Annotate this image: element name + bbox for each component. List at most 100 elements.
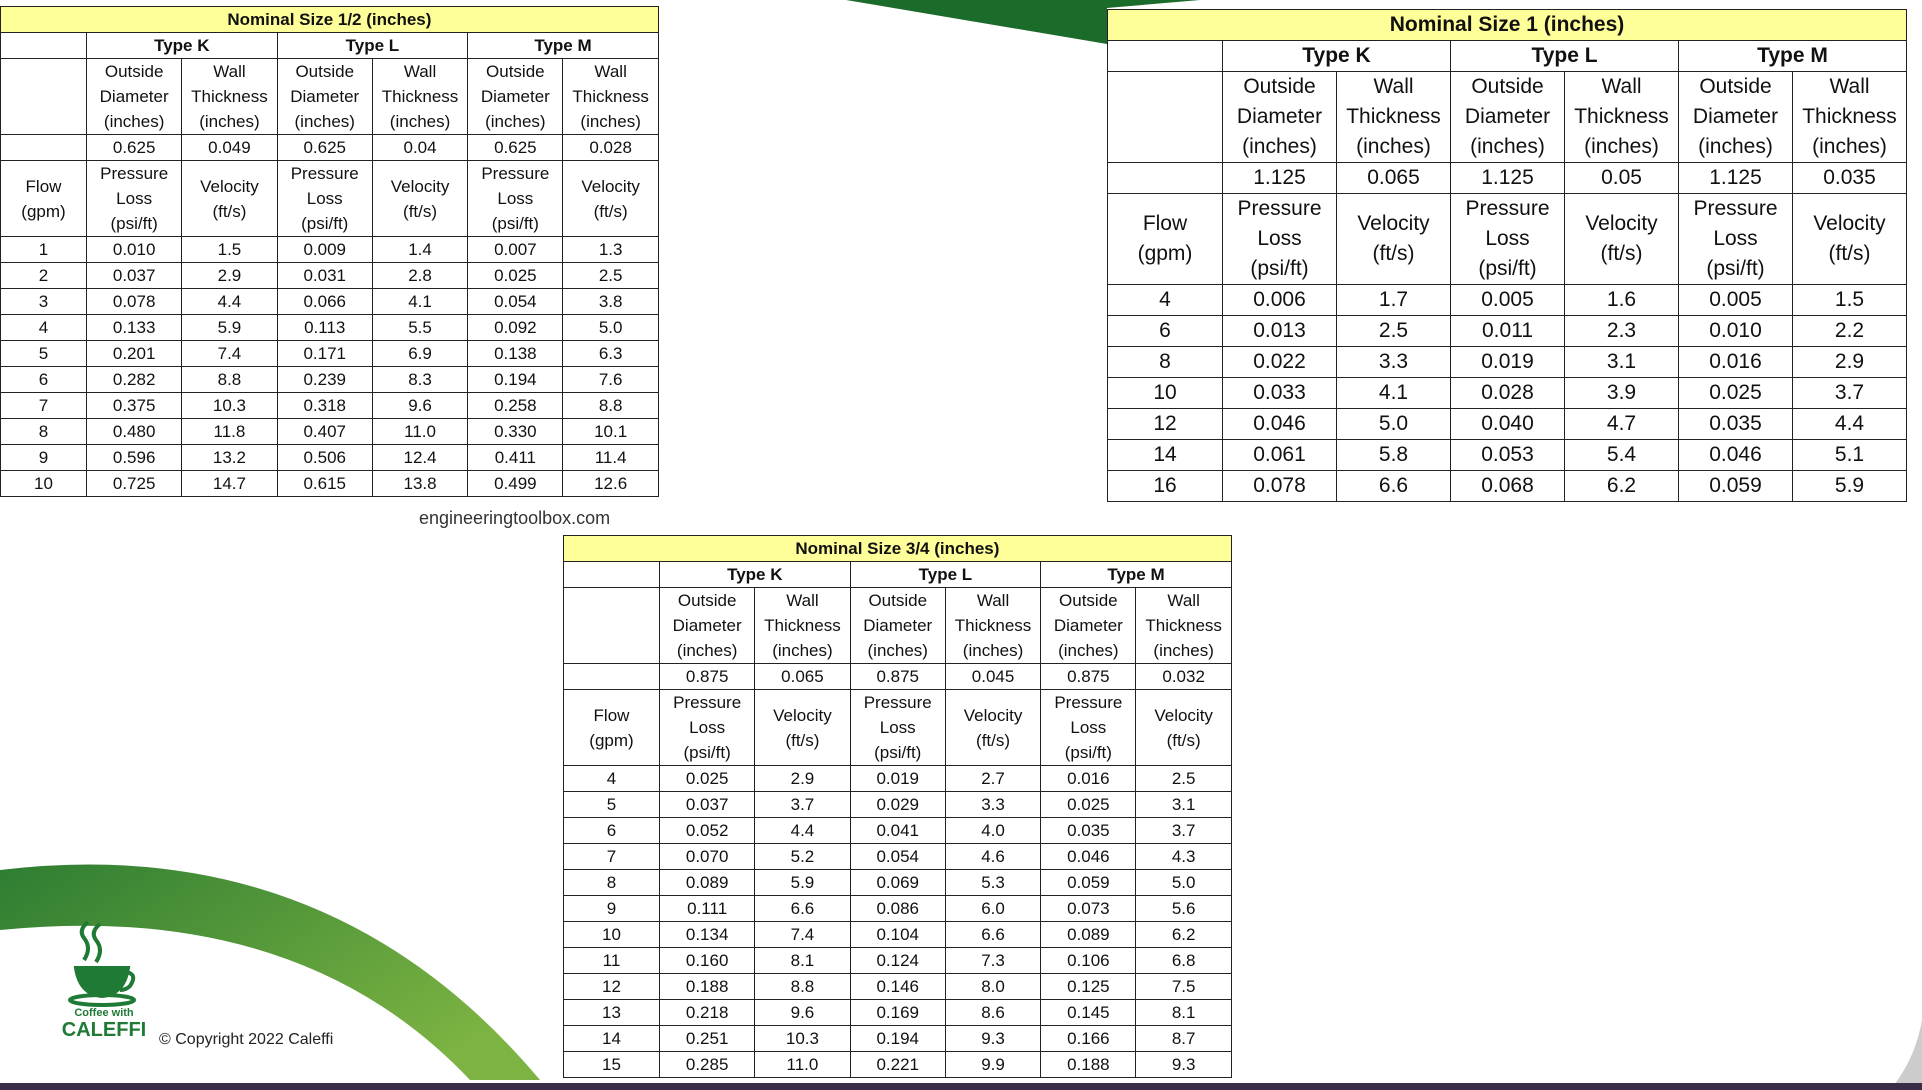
data-cell: 0.188: [1040, 1051, 1137, 1078]
data-cell: 5.9: [1792, 470, 1907, 502]
column-header: Pressure Loss (psi/ft): [1450, 193, 1565, 285]
size-value: 1.125: [1222, 162, 1337, 194]
column-header-text: Velocity (ft/s): [963, 705, 1023, 750]
dim-header-text: Wall Thickness (inches): [572, 62, 649, 131]
dim-header: Wall Thickness (inches): [754, 587, 851, 664]
data-row: 2 0.037 2.9 0.031 2.8 0.025 2.5: [0, 262, 659, 289]
dim-header-text: Outside Diameter (inches): [863, 591, 933, 660]
green-arc: [0, 864, 540, 1080]
data-cell: 0.104: [849, 921, 946, 948]
flow-cell: 3: [0, 288, 87, 315]
data-cell: 9.9: [944, 1051, 1042, 1078]
data-cell: 0.028: [1450, 377, 1565, 409]
data-cell: 6.2: [1564, 470, 1679, 502]
data-cell: 4.3: [1135, 843, 1232, 870]
size-row: 0.875 0.065 0.875 0.045 0.875 0.032: [563, 663, 1232, 690]
data-row: 6 0.052 4.4 0.041 4.0 0.035 3.7: [563, 817, 1232, 844]
flow-cell: 6: [0, 366, 87, 393]
data-row: 9 0.596 13.2 0.506 12.4 0.411 11.4: [0, 444, 659, 471]
data-cell: 5.0: [562, 314, 659, 341]
data-cell: 0.025: [1040, 791, 1137, 818]
data-cell: 0.005: [1450, 284, 1565, 316]
data-row: 14 0.251 10.3 0.194 9.3 0.166 8.7: [563, 1025, 1232, 1052]
data-row: 9 0.111 6.6 0.086 6.0 0.073 5.6: [563, 895, 1232, 922]
dim-header: Wall Thickness (inches): [562, 58, 659, 135]
flow-cell: 6: [563, 817, 660, 844]
data-cell: 0.169: [849, 999, 946, 1026]
data-cell: 0.040: [1450, 408, 1565, 440]
data-cell: 7.4: [181, 340, 278, 367]
data-row: 12 0.046 5.0 0.040 4.7 0.035 4.4: [1107, 408, 1907, 440]
data-cell: 0.725: [85, 470, 183, 497]
column-header-text: Pressure Loss (psi/ft): [481, 164, 550, 233]
type-row: Type K Type L Type M: [0, 32, 659, 59]
data-cell: 0.037: [85, 262, 183, 289]
flow-header-text: Flow (gpm): [21, 176, 66, 221]
dim-header-text: Wall Thickness (inches): [1802, 75, 1897, 158]
data-row: 10 0.725 14.7 0.615 13.8 0.499 12.6: [0, 470, 659, 497]
data-cell: 8.8: [562, 392, 659, 419]
flow-header-text: Flow (gpm): [1137, 212, 1193, 265]
column-header-text: Velocity (ft/s): [1813, 212, 1886, 265]
data-cell: 12.6: [562, 470, 659, 497]
data-cell: 0.068: [1450, 470, 1565, 502]
data-cell: 0.013: [1222, 315, 1337, 347]
data-cell: 0.046: [1678, 439, 1793, 471]
flow-cell: 2: [0, 262, 87, 289]
column-header: Pressure Loss (psi/ft): [658, 689, 756, 766]
column-header: Pressure Loss (psi/ft): [85, 160, 183, 237]
column-header: Velocity (ft/s): [1336, 193, 1451, 285]
data-cell: 1.5: [1792, 284, 1907, 316]
column-header: Velocity (ft/s): [1564, 193, 1679, 285]
flow-cell: 6: [1107, 315, 1223, 347]
size-value: 0.875: [849, 663, 946, 690]
data-row: 10 0.134 7.4 0.104 6.6 0.089 6.2: [563, 921, 1232, 948]
data-cell: 0.007: [467, 236, 564, 263]
data-cell: 0.258: [467, 392, 564, 419]
data-cell: 0.125: [1040, 973, 1137, 1000]
column-header-text: Velocity (ft/s): [773, 705, 832, 750]
data-row: 13 0.218 9.6 0.169 8.6 0.145 8.1: [563, 999, 1232, 1026]
data-cell: 11.0: [371, 418, 469, 445]
flow-cell: 7: [0, 392, 87, 419]
data-cell: 9.6: [371, 392, 469, 419]
flow-cell: 5: [563, 791, 660, 818]
pipe-table: Nominal Size 1/2 (inches) Type K Type L Typ…: [0, 6, 659, 497]
data-cell: 0.221: [849, 1051, 946, 1078]
data-cell: 0.025: [467, 262, 564, 289]
flow-header: Flow (gpm): [1107, 193, 1223, 285]
source-label: engineeringtoolbox.com: [419, 508, 611, 528]
size-value: 0.625: [467, 134, 564, 161]
dim-header: Wall Thickness (inches): [1135, 587, 1232, 664]
dim-header-text: Outside Diameter (inches): [1236, 75, 1323, 158]
data-cell: 0.411: [467, 444, 564, 471]
flow-cell: 10: [563, 921, 660, 948]
blank-cell: [0, 134, 87, 161]
data-cell: 0.092: [467, 314, 564, 341]
data-row: 8 0.480 11.8 0.407 11.0 0.330 10.1: [0, 418, 659, 445]
flow-cell: 11: [563, 947, 660, 974]
data-cell: 0.282: [85, 366, 183, 393]
size-value: 1.125: [1450, 162, 1565, 194]
data-cell: 0.188: [658, 973, 756, 1000]
size-value: 0.625: [276, 134, 373, 161]
data-cell: 0.009: [276, 236, 373, 263]
data-cell: 0.134: [658, 921, 756, 948]
data-cell: 8.1: [754, 947, 851, 974]
data-row: 10 0.033 4.1 0.028 3.9 0.025 3.7: [1107, 377, 1907, 409]
data-cell: 0.111: [658, 895, 756, 922]
corner-curve: [1890, 1020, 1922, 1090]
data-cell: 0.285: [658, 1051, 756, 1078]
data-row: 14 0.061 5.8 0.053 5.4 0.046 5.1: [1107, 439, 1907, 471]
data-row: 11 0.160 8.1 0.124 7.3 0.106 6.8: [563, 947, 1232, 974]
column-header: Pressure Loss (psi/ft): [1040, 689, 1137, 766]
data-row: 7 0.070 5.2 0.054 4.6 0.046 4.3: [563, 843, 1232, 870]
size-value: 0.065: [754, 663, 851, 690]
dim-header: Outside Diameter (inches): [276, 58, 373, 135]
data-cell: 5.2: [754, 843, 851, 870]
data-cell: 0.029: [849, 791, 946, 818]
blank-cell: [0, 32, 87, 59]
data-cell: 2.5: [1135, 765, 1232, 792]
column-header-text: Velocity (ft/s): [200, 176, 259, 221]
